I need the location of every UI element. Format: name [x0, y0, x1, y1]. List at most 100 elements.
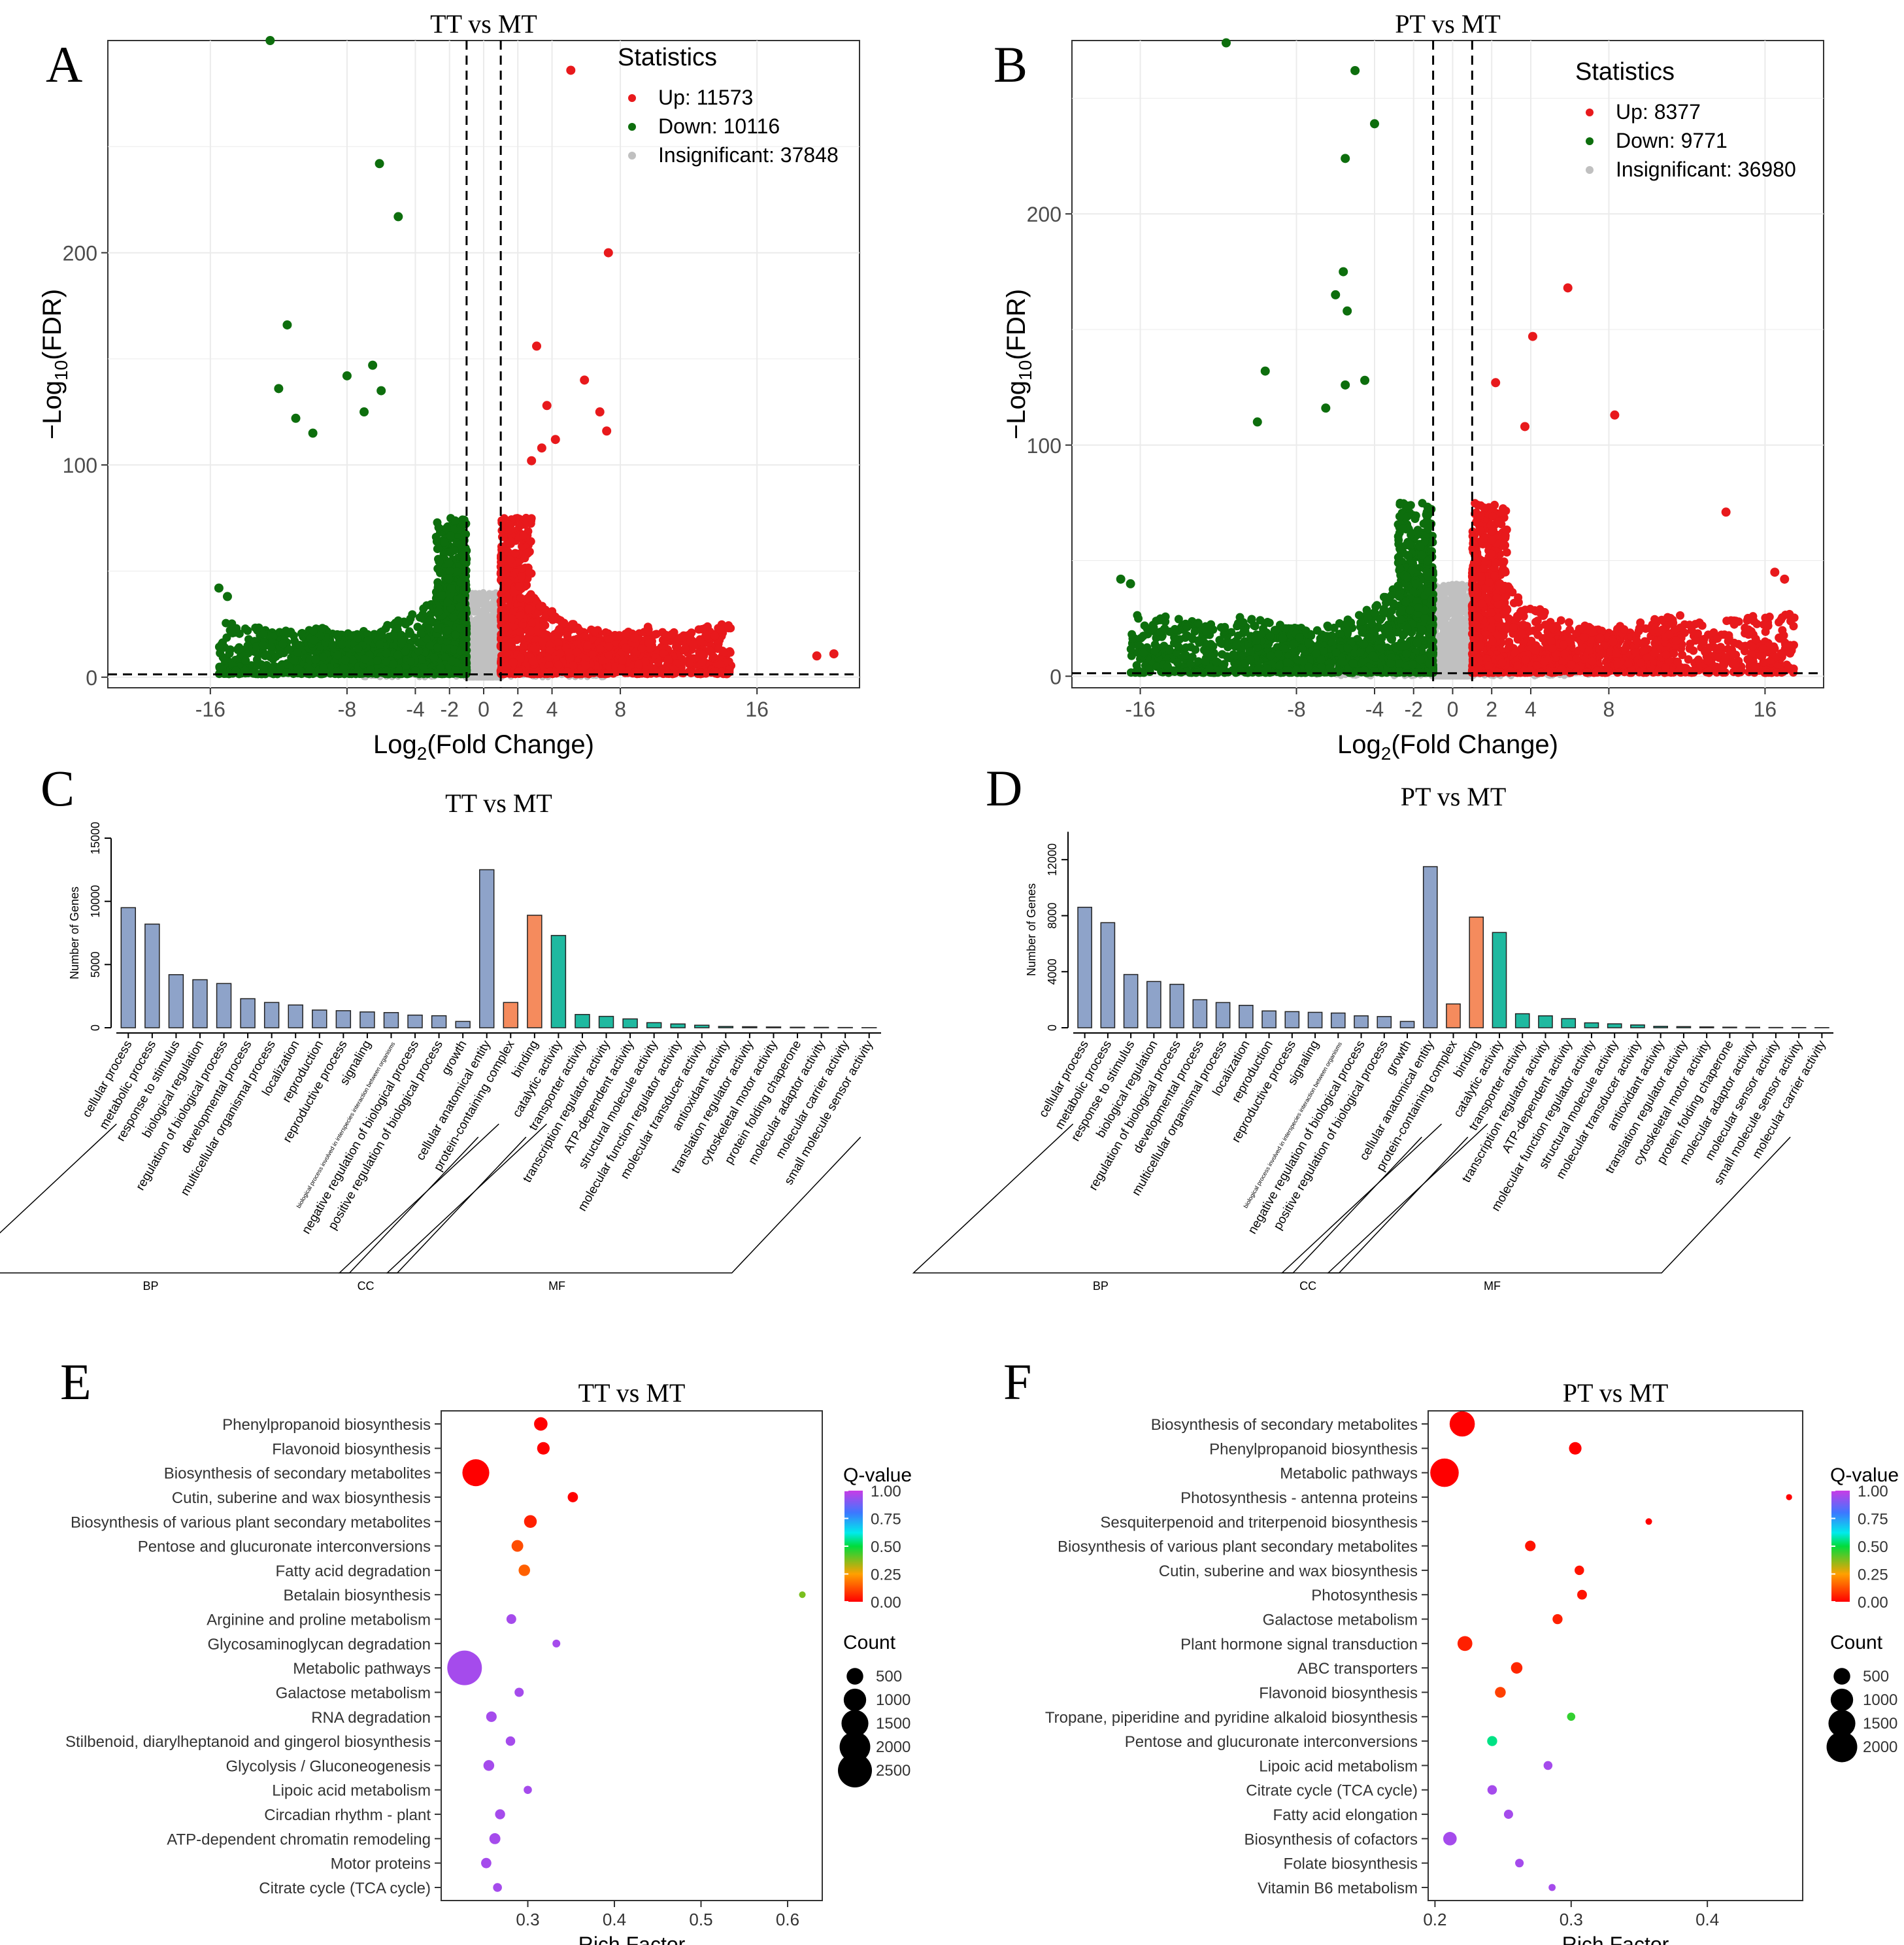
up-point [716, 660, 725, 669]
down-point [456, 647, 465, 656]
insignificant-point [471, 628, 478, 635]
down-point [318, 624, 327, 633]
x-tick-label: -4 [406, 698, 424, 721]
down-point [290, 656, 299, 665]
down-point [222, 592, 232, 601]
x-tick-label: 16 [745, 698, 769, 721]
panel-letter-E: E [60, 1353, 92, 1410]
down-point [267, 642, 276, 651]
up-point [696, 638, 705, 647]
down-point [456, 624, 465, 633]
down-point [429, 653, 439, 662]
down-point [225, 645, 235, 654]
up-point [724, 624, 733, 633]
down-point [434, 607, 443, 616]
down-point [420, 663, 429, 672]
legend-label: Up: 11573 [658, 86, 753, 109]
down-point [252, 655, 261, 664]
up-point [525, 568, 534, 577]
down-point [220, 656, 229, 665]
up-point [654, 668, 663, 677]
x-axis-title-part: (Fold Change) [427, 730, 594, 759]
up-point [689, 639, 698, 649]
down-point [375, 639, 384, 649]
up-point [522, 513, 531, 522]
up-point [542, 401, 552, 411]
legend-marker [628, 94, 636, 102]
up-point [563, 631, 572, 640]
down-point [259, 664, 268, 673]
up-point [564, 647, 573, 656]
y-axis-title-part: (FDR) [38, 289, 67, 360]
down-point [373, 656, 382, 666]
up-point [677, 633, 686, 642]
down-point [319, 663, 328, 672]
down-point [291, 413, 301, 423]
down-point [442, 524, 451, 533]
insignificant-point [490, 592, 497, 600]
up-point [516, 594, 526, 603]
up-point [516, 653, 525, 662]
down-point [293, 648, 302, 657]
up-point [710, 632, 720, 641]
down-point [382, 649, 391, 658]
up-point [541, 630, 550, 639]
up-point [566, 65, 576, 75]
up-point [637, 644, 646, 653]
down-point [376, 386, 386, 396]
down-point [433, 643, 442, 652]
down-point [241, 624, 250, 634]
down-point [389, 631, 398, 640]
insignificant-point [482, 647, 489, 654]
down-point [393, 212, 403, 222]
down-point [456, 540, 465, 549]
down-point [241, 666, 250, 675]
up-point [573, 647, 582, 656]
up-point [510, 549, 520, 558]
up-point [520, 554, 529, 563]
panel-letter-A: A [46, 36, 82, 93]
legend-marker [628, 123, 636, 131]
down-point [401, 647, 410, 656]
up-point [505, 526, 514, 535]
down-point [397, 636, 407, 645]
down-point [281, 626, 290, 635]
down-point [333, 631, 342, 640]
up-point [644, 625, 653, 634]
down-point [446, 584, 456, 593]
up-point [537, 443, 546, 453]
down-point [433, 544, 443, 553]
down-point [450, 516, 459, 525]
x-tick-label: 4 [546, 698, 558, 721]
up-point [716, 625, 726, 634]
up-point [550, 435, 560, 445]
up-point [524, 604, 533, 613]
up-point [684, 630, 693, 639]
down-point [309, 626, 318, 635]
down-point [214, 583, 224, 593]
up-point [697, 650, 707, 659]
panel-letter-D: D [986, 760, 1022, 817]
down-point [278, 639, 288, 649]
down-point [308, 428, 318, 438]
down-point [443, 598, 452, 607]
down-point [282, 668, 292, 677]
x-tick-label: 8 [614, 698, 626, 721]
panel-letter-B: B [994, 36, 1027, 93]
down-point [342, 371, 352, 381]
up-point [680, 644, 690, 653]
insignificant-point [469, 603, 476, 611]
up-point [677, 668, 686, 677]
up-point [547, 608, 556, 617]
up-point [654, 658, 663, 667]
up-point [509, 658, 518, 668]
up-point [516, 627, 525, 636]
y-tick-label: 0 [86, 666, 97, 690]
insignificant-point [484, 656, 492, 664]
insignificant-point [472, 591, 479, 598]
up-point [527, 456, 537, 465]
down-point [276, 662, 285, 671]
down-point [241, 656, 250, 665]
down-point [446, 532, 455, 541]
up-point [588, 650, 597, 659]
